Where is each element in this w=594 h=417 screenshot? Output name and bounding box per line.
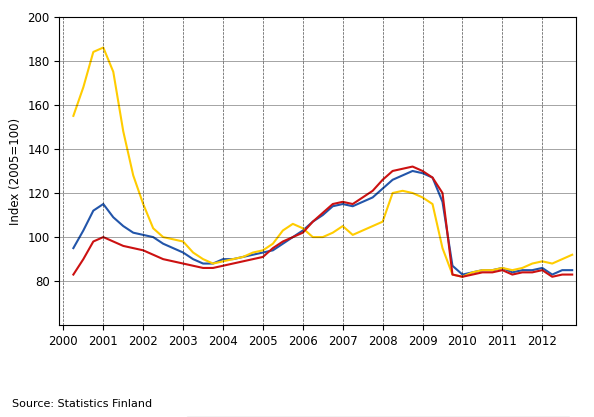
- Export turnover: [399, 166, 406, 171]
- Text: Source: Statistics Finland: Source: Statistics Finland: [12, 399, 152, 409]
- Total turnover: [558, 268, 565, 273]
- Total turnover: [70, 246, 77, 251]
- Y-axis label: Index (2005=100): Index (2005=100): [9, 118, 22, 224]
- Line: Export turnover: Export turnover: [74, 166, 572, 277]
- Total turnover: [219, 256, 226, 261]
- Total turnover: [409, 168, 416, 173]
- Line: Domestic turnover: Domestic turnover: [74, 48, 572, 277]
- Domestic turnover: [459, 274, 466, 279]
- Total turnover: [459, 272, 466, 277]
- Total turnover: [399, 173, 406, 178]
- Export turnover: [179, 261, 187, 266]
- Domestic turnover: [558, 256, 565, 261]
- Export turnover: [70, 272, 77, 277]
- Total turnover: [179, 250, 187, 255]
- Total turnover: [568, 268, 576, 273]
- Domestic turnover: [189, 250, 197, 255]
- Export turnover: [229, 261, 236, 266]
- Total turnover: [439, 199, 446, 204]
- Domestic turnover: [229, 256, 236, 261]
- Export turnover: [409, 164, 416, 169]
- Domestic turnover: [239, 254, 247, 259]
- Export turnover: [558, 272, 565, 277]
- Export turnover: [568, 272, 576, 277]
- Total turnover: [229, 256, 236, 261]
- Domestic turnover: [409, 191, 416, 196]
- Domestic turnover: [70, 113, 77, 118]
- Line: Total turnover: Total turnover: [74, 171, 572, 274]
- Export turnover: [439, 191, 446, 196]
- Export turnover: [219, 263, 226, 268]
- Domestic turnover: [439, 246, 446, 251]
- Export turnover: [459, 274, 466, 279]
- Domestic turnover: [100, 45, 107, 50]
- Domestic turnover: [568, 252, 576, 257]
